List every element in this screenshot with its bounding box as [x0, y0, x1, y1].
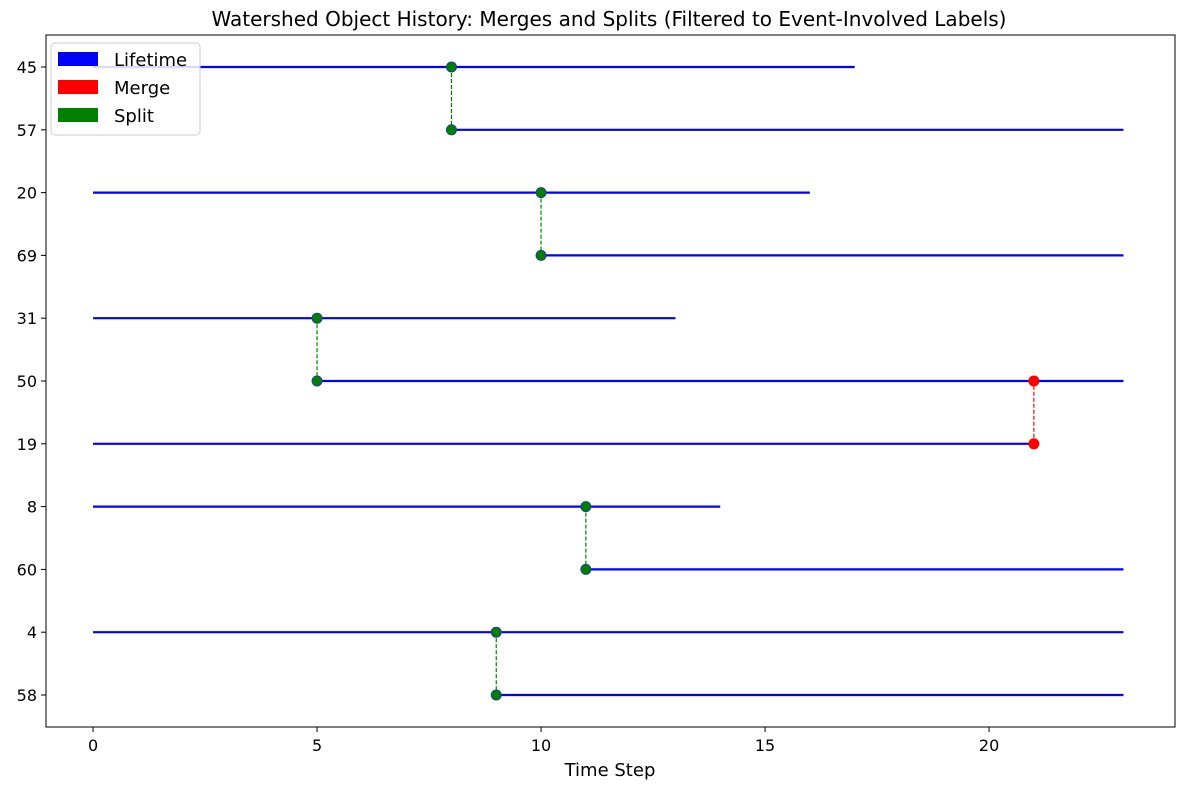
y-tick-label-45: 45 — [17, 58, 37, 77]
split-marker-31 — [311, 312, 323, 324]
y-tick-label-69: 69 — [17, 246, 37, 265]
legend-label-lifetime: Lifetime — [114, 50, 187, 71]
merge-marker-19 — [1028, 438, 1040, 450]
x-tick-label-0: 0 — [88, 736, 98, 755]
split-marker-45 — [445, 61, 457, 73]
merge-marker-50 — [1028, 375, 1040, 387]
x-axis-label: Time Step — [564, 760, 656, 781]
plot-area — [93, 61, 1124, 701]
y-tick-label-8: 8 — [27, 498, 37, 517]
split-marker-50 — [311, 375, 323, 387]
legend: Lifetime Merge Split — [50, 42, 201, 136]
legend-label-merge: Merge — [114, 78, 170, 99]
y-tick-label-31: 31 — [17, 309, 37, 328]
legend-label-split: Split — [114, 106, 154, 127]
split-marker-58 — [490, 689, 502, 701]
x-axis: 0 5 10 15 20 — [88, 727, 999, 755]
split-marker-57 — [445, 124, 457, 136]
split-marker-4 — [490, 626, 502, 638]
y-tick-label-57: 57 — [17, 121, 37, 140]
y-tick-label-50: 50 — [17, 372, 37, 391]
x-tick-label-10: 10 — [531, 736, 551, 755]
y-tick-label-58: 58 — [17, 686, 37, 705]
y-tick-label-4: 4 — [27, 623, 37, 642]
legend-swatch-merge — [58, 80, 98, 94]
legend-swatch-lifetime — [58, 52, 98, 66]
y-tick-label-60: 60 — [17, 560, 37, 579]
y-tick-label-19: 19 — [17, 435, 37, 454]
x-tick-label-15: 15 — [755, 736, 775, 755]
split-marker-20 — [535, 187, 547, 199]
split-marker-69 — [535, 249, 547, 261]
split-marker-60 — [580, 563, 592, 575]
y-axis: 45 57 20 69 31 50 19 8 60 4 58 — [17, 58, 46, 705]
chart-title: Watershed Object History: Merges and Spl… — [212, 7, 1007, 31]
legend-swatch-split — [58, 108, 98, 122]
y-tick-label-20: 20 — [17, 184, 37, 203]
x-tick-label-5: 5 — [312, 736, 322, 755]
x-tick-label-20: 20 — [979, 736, 999, 755]
split-marker-8 — [580, 501, 592, 513]
